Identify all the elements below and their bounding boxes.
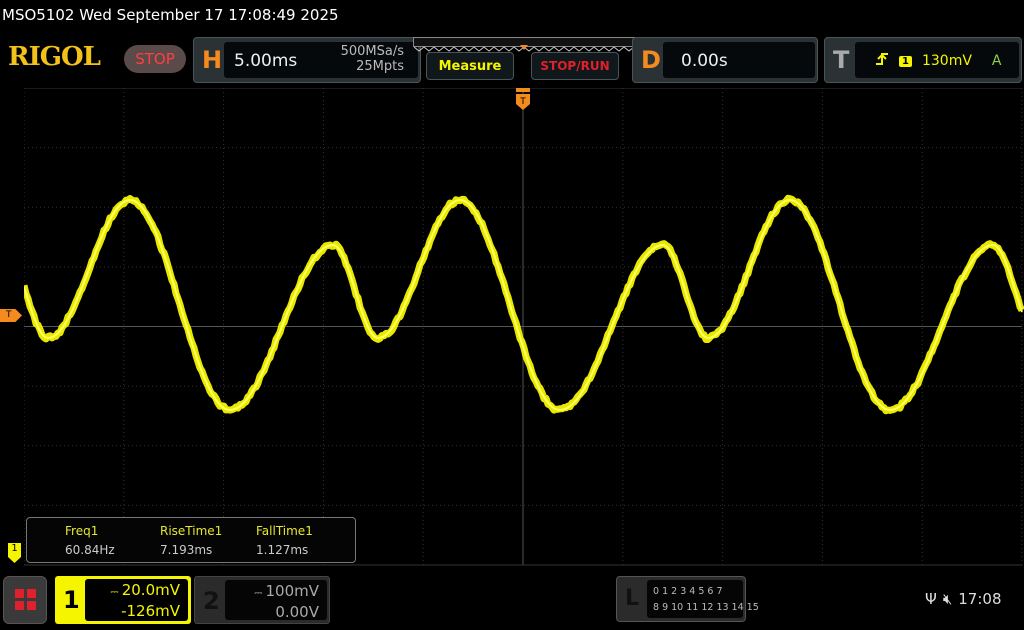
channel-scale: 20.0mV xyxy=(122,581,180,599)
measurement-label: FallTime1 xyxy=(256,522,313,541)
main-menu-button[interactable] xyxy=(3,576,47,624)
clock: 17:08 xyxy=(958,590,1001,608)
memory-depth: 25Mpts xyxy=(341,59,404,74)
trigger-label: T xyxy=(833,46,849,74)
svg-text:T: T xyxy=(519,97,526,107)
measurement-label: Freq1 xyxy=(65,522,115,541)
trigger-panel[interactable]: T 1 130mV A xyxy=(824,37,1022,83)
measurement-value: 7.193ms xyxy=(160,541,222,560)
sample-rate: 500MSa/s xyxy=(341,44,404,59)
trigger-source: 1 xyxy=(899,56,912,67)
grid-menu-icon xyxy=(4,577,48,625)
channel-scale: 100mV xyxy=(265,582,319,600)
channel-1-panel[interactable]: 1 ⎓ 20.0mV -126mV xyxy=(55,576,191,624)
dc-coupling-icon: ⎓ xyxy=(254,588,265,599)
trigger-position-marker[interactable]: T xyxy=(516,88,530,113)
channel-offset: -126mV xyxy=(111,602,180,621)
delay-value: 0.00s xyxy=(681,51,728,71)
dc-coupling-icon: ⎓ xyxy=(111,587,122,598)
run-state-badge[interactable]: STOP xyxy=(124,45,186,73)
waveform-position-bar[interactable] xyxy=(413,37,635,47)
channel-2-panel[interactable]: 2 ⎓ 100mV 0.00V xyxy=(194,576,330,624)
logic-channels-row2: 8 9 10 11 12 13 14 15 xyxy=(653,600,737,616)
timebase-value: 5.00ms xyxy=(234,51,297,71)
horizontal-panel[interactable]: H 5.00ms 500MSa/s 25Mpts xyxy=(193,37,421,83)
logic-panel[interactable]: L 0 1 2 3 4 5 6 7 8 9 10 11 12 13 14 15 xyxy=(616,576,746,622)
delay-label: D xyxy=(641,46,661,74)
waveform-display[interactable] xyxy=(24,88,1024,568)
rigol-logo: RIGOL xyxy=(8,42,100,72)
title-bar: MSO5102 Wed September 17 17:08:49 2025 xyxy=(2,6,339,24)
measurement-value: 1.127ms xyxy=(256,541,313,560)
status-area: Ψ 🔇︎ 17:08 xyxy=(925,590,1002,608)
usb-icon[interactable]: Ψ xyxy=(925,590,937,608)
delay-panel[interactable]: D 0.00s xyxy=(632,37,818,83)
channel-offset: 0.00V xyxy=(254,603,319,622)
ch1-ground-marker[interactable]: 1 xyxy=(8,543,21,563)
graticule xyxy=(24,88,1022,565)
measurement-value: 60.84Hz xyxy=(65,541,115,560)
horizontal-label: H xyxy=(202,46,222,74)
stop-run-button[interactable]: STOP/RUN xyxy=(531,52,619,80)
logic-channels-row1: 0 1 2 3 4 5 6 7 xyxy=(653,584,737,600)
channel-number: 1 xyxy=(63,586,80,614)
measurement-label: RiseTime1 xyxy=(160,522,222,541)
trigger-level-marker[interactable]: T xyxy=(0,309,22,322)
mute-icon[interactable]: 🔇︎ xyxy=(943,590,952,608)
measurement-panel: Freq1 60.84Hz RiseTime1 7.193ms FallTime1 1… xyxy=(26,517,356,563)
trigger-mode: A xyxy=(992,53,1002,69)
measure-button[interactable]: Measure xyxy=(426,52,514,80)
logic-label: L xyxy=(625,586,639,611)
rising-edge-icon xyxy=(875,52,889,70)
trigger-level: 130mV xyxy=(922,53,972,69)
channel-number: 2 xyxy=(203,587,220,615)
